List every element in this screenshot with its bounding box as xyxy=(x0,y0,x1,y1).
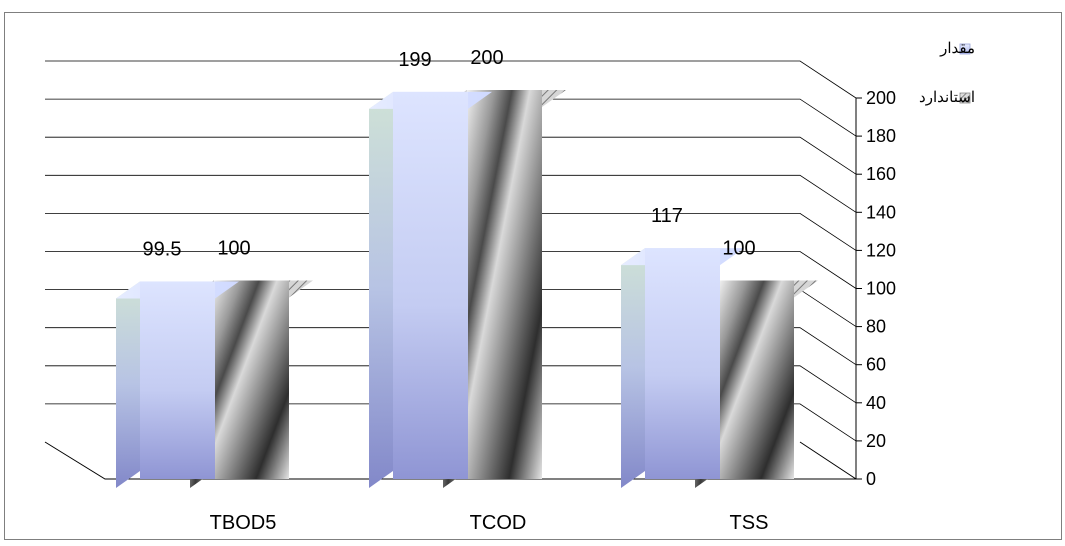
bar-front-face xyxy=(140,281,215,479)
y-tick-label: 60 xyxy=(866,355,886,375)
data-label-TCOD-series-2: 200 xyxy=(470,47,503,69)
bars xyxy=(116,90,818,488)
x-tick-label: TBOD5 xyxy=(210,512,277,534)
gridline xyxy=(45,136,857,175)
gridline xyxy=(45,174,857,213)
x-tick-label: TSS xyxy=(730,512,769,534)
y-tick-label: 40 xyxy=(866,393,886,413)
legend-label-series-1: مقدار xyxy=(939,40,975,57)
bar-TBOD5-series-1 xyxy=(116,281,239,488)
gridline xyxy=(45,403,857,442)
value-axis: 0 20 40 60 80 100 120 140 160 180 200 xyxy=(855,88,896,489)
bar-front-face xyxy=(719,280,794,479)
y-tick-label: 0 xyxy=(866,469,876,489)
y-tick-label: 140 xyxy=(866,202,896,222)
legend: مقدار استاندارد xyxy=(919,40,975,106)
data-label-TBOD5-series-1: 99.5 xyxy=(143,238,182,260)
bar-TSS-series-1 xyxy=(621,248,744,488)
bar-side-face xyxy=(116,281,140,488)
gridline xyxy=(45,365,857,404)
bar-TCOD-series-1 xyxy=(369,91,492,488)
y-tick-label: 180 xyxy=(866,126,896,146)
chart-frame: 0 20 40 60 80 100 120 140 160 180 200 99.5 100 199 20… xyxy=(4,12,1062,540)
y-tick-label: 160 xyxy=(866,164,896,184)
data-label-TBOD5-series-2: 100 xyxy=(217,238,250,260)
gridline xyxy=(45,60,857,99)
legend-swatch-series-2 xyxy=(959,92,971,104)
bar-front-face xyxy=(393,91,468,479)
gridline xyxy=(45,213,857,251)
bar-front-face xyxy=(645,248,720,479)
bar-side-face xyxy=(621,248,645,488)
data-label-TCOD-series-1: 199 xyxy=(398,49,431,71)
y-tick-label: 100 xyxy=(866,279,896,299)
gridline xyxy=(45,327,857,366)
y-tick-label: 80 xyxy=(866,317,886,337)
data-label-TSS-series-1: 117 xyxy=(651,205,683,227)
category-axis: TBOD5 TCOD TSS xyxy=(210,512,769,534)
y-tick-label: 120 xyxy=(866,240,896,260)
x-tick-label: TCOD xyxy=(470,512,527,534)
chart-svg: 0 20 40 60 80 100 120 140 160 180 200 99.5 100 199 20… xyxy=(44,40,975,534)
y-tick-label: 20 xyxy=(866,431,886,451)
y-tick-label: 200 xyxy=(866,88,896,108)
data-label-TSS-series-2: 100 xyxy=(722,238,755,260)
bar-side-face xyxy=(369,91,393,488)
gridline xyxy=(45,98,857,137)
gridline xyxy=(45,251,857,289)
legend-swatch-series-1 xyxy=(959,43,971,55)
bar-front-face xyxy=(214,280,289,479)
data-labels: 99.5 100 199 200 117 100 xyxy=(143,47,756,260)
bar-front-face xyxy=(467,90,542,479)
legend-label-series-2: استاندارد xyxy=(919,89,975,106)
